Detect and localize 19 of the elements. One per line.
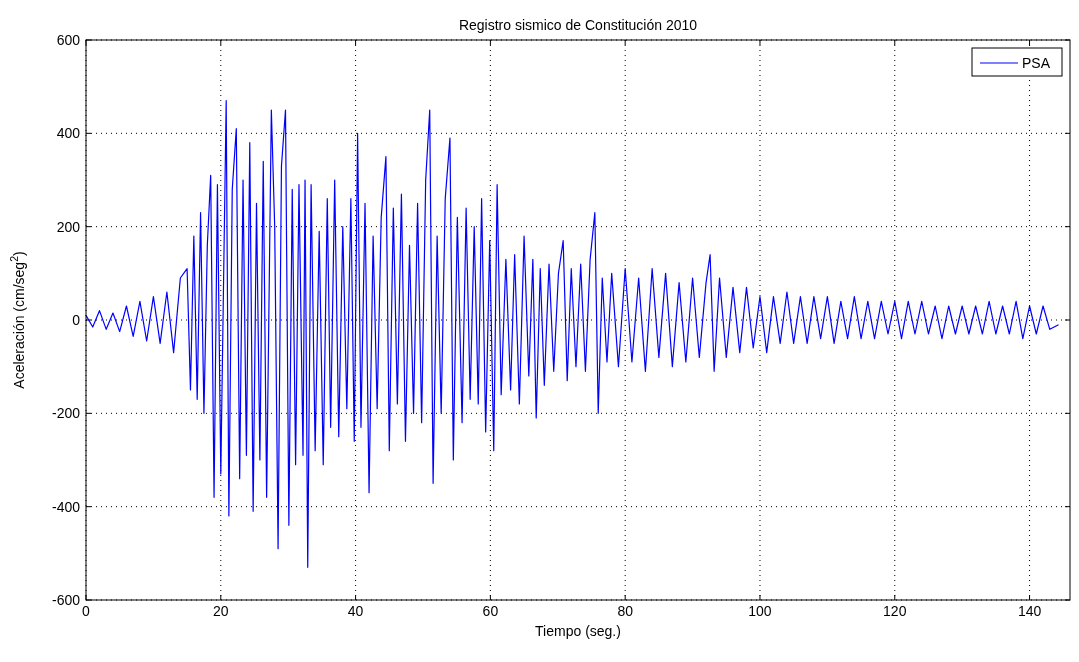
legend-label: PSA (1022, 55, 1051, 71)
y-tick-label: 600 (56, 32, 81, 48)
y-tick-label: 400 (56, 125, 81, 142)
x-tick-label: 80 (617, 603, 634, 619)
y-tick-label: -600 (51, 592, 81, 608)
x-axis-title: Tiempo (seg.) (535, 623, 621, 639)
x-tick-label: 20 (213, 603, 229, 619)
line-series (85, 100, 1060, 568)
x-tick-label: 40 (347, 603, 364, 619)
x-tick-label: 0 (82, 603, 91, 619)
y-tick-label: 0 (72, 312, 81, 328)
x-tick-label: 140 (1017, 603, 1042, 619)
x-tick-label: 100 (748, 603, 772, 619)
chart-title: Registro sismico de Constitución 2010 (458, 17, 698, 33)
x-tick-label: 60 (482, 603, 499, 619)
x-tick-label: 120 (883, 603, 907, 619)
y-tick-label: -400 (51, 498, 81, 515)
y-tick-label: 200 (56, 218, 81, 235)
y-tick-label: -200 (51, 405, 81, 422)
